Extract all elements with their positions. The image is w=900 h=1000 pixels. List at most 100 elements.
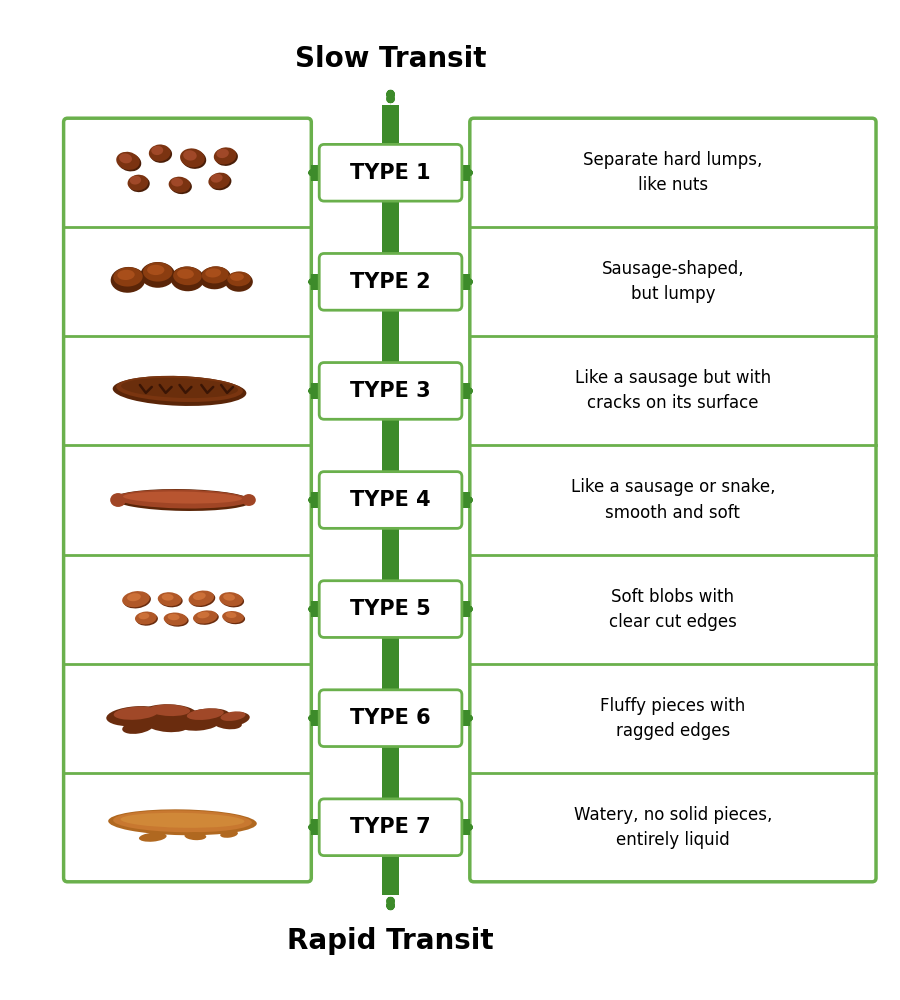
Ellipse shape — [222, 611, 244, 623]
Ellipse shape — [113, 810, 252, 832]
Bar — [462, 165, 470, 181]
Bar — [382, 882, 400, 895]
FancyBboxPatch shape — [320, 363, 462, 419]
Ellipse shape — [129, 176, 149, 192]
Ellipse shape — [223, 594, 235, 601]
Ellipse shape — [127, 593, 140, 601]
Text: TYPE 1: TYPE 1 — [350, 163, 431, 183]
Ellipse shape — [189, 591, 214, 606]
Ellipse shape — [122, 720, 154, 734]
Ellipse shape — [242, 494, 256, 506]
Ellipse shape — [187, 708, 224, 720]
Ellipse shape — [119, 153, 132, 163]
Bar — [382, 118, 400, 882]
Ellipse shape — [122, 378, 238, 398]
Ellipse shape — [227, 271, 251, 286]
Text: TYPE 2: TYPE 2 — [350, 272, 431, 292]
Ellipse shape — [143, 262, 173, 282]
Ellipse shape — [116, 376, 243, 402]
Ellipse shape — [211, 174, 222, 183]
Bar — [462, 492, 470, 508]
Ellipse shape — [200, 266, 231, 289]
Text: Soft blobs with
clear cut edges: Soft blobs with clear cut edges — [609, 588, 737, 631]
Ellipse shape — [190, 592, 215, 607]
Ellipse shape — [130, 176, 141, 185]
Bar — [311, 165, 320, 181]
FancyBboxPatch shape — [64, 118, 311, 882]
Ellipse shape — [216, 712, 249, 726]
Ellipse shape — [215, 149, 238, 166]
Ellipse shape — [149, 704, 190, 716]
Ellipse shape — [226, 612, 237, 618]
Bar — [462, 819, 470, 835]
Ellipse shape — [220, 592, 243, 606]
Ellipse shape — [162, 594, 174, 601]
Bar — [311, 383, 320, 399]
Text: Slow Transit: Slow Transit — [295, 45, 486, 73]
Text: Sausage-shaped,
but lumpy: Sausage-shaped, but lumpy — [601, 260, 744, 303]
FancyBboxPatch shape — [320, 690, 462, 747]
Ellipse shape — [220, 711, 246, 721]
Ellipse shape — [122, 591, 149, 607]
Ellipse shape — [106, 706, 166, 726]
FancyBboxPatch shape — [320, 144, 462, 201]
Ellipse shape — [150, 146, 172, 163]
Ellipse shape — [170, 178, 192, 194]
Ellipse shape — [159, 593, 183, 607]
Bar — [462, 710, 470, 726]
Text: Fluffy pieces with
ragged edges: Fluffy pieces with ragged edges — [600, 697, 745, 740]
Text: TYPE 6: TYPE 6 — [350, 708, 431, 728]
Bar — [311, 492, 320, 508]
Ellipse shape — [197, 612, 210, 618]
FancyBboxPatch shape — [320, 472, 462, 528]
Ellipse shape — [110, 493, 126, 507]
Ellipse shape — [220, 593, 244, 607]
Bar — [462, 274, 470, 290]
Ellipse shape — [182, 150, 206, 169]
Bar — [462, 383, 470, 399]
Ellipse shape — [113, 489, 252, 511]
Ellipse shape — [142, 704, 197, 722]
Ellipse shape — [202, 266, 229, 283]
Ellipse shape — [165, 614, 189, 627]
Ellipse shape — [113, 267, 143, 287]
Text: Watery, no solid pieces,
entirely liquid: Watery, no solid pieces, entirely liquid — [573, 806, 772, 849]
Ellipse shape — [139, 833, 166, 842]
Ellipse shape — [112, 376, 247, 406]
Bar — [311, 819, 320, 835]
Text: Like a sausage but with
cracks on its surface: Like a sausage but with cracks on its su… — [575, 369, 771, 412]
Ellipse shape — [123, 592, 151, 608]
Ellipse shape — [158, 592, 182, 606]
Bar — [311, 274, 320, 290]
Ellipse shape — [117, 270, 135, 280]
Bar — [382, 105, 400, 118]
Text: TYPE 3: TYPE 3 — [350, 381, 431, 401]
Ellipse shape — [193, 592, 206, 600]
Text: Rapid Transit: Rapid Transit — [287, 927, 494, 955]
Ellipse shape — [205, 268, 221, 277]
Ellipse shape — [223, 612, 245, 624]
Ellipse shape — [121, 813, 245, 828]
Ellipse shape — [171, 178, 183, 187]
Ellipse shape — [136, 613, 158, 626]
Ellipse shape — [167, 614, 179, 620]
Ellipse shape — [181, 708, 230, 726]
Ellipse shape — [194, 612, 219, 625]
Ellipse shape — [139, 613, 149, 619]
FancyBboxPatch shape — [470, 118, 876, 882]
Ellipse shape — [216, 149, 229, 158]
Text: TYPE 7: TYPE 7 — [350, 817, 431, 837]
Ellipse shape — [164, 613, 187, 625]
Ellipse shape — [177, 269, 194, 279]
Ellipse shape — [147, 718, 188, 732]
Ellipse shape — [113, 707, 158, 720]
Ellipse shape — [123, 491, 242, 504]
Ellipse shape — [140, 262, 176, 288]
Text: Separate hard lumps,
like nuts: Separate hard lumps, like nuts — [583, 151, 762, 194]
Ellipse shape — [209, 173, 230, 189]
Bar — [462, 601, 470, 617]
Ellipse shape — [135, 612, 157, 624]
Ellipse shape — [168, 177, 191, 193]
Ellipse shape — [116, 152, 140, 170]
FancyBboxPatch shape — [320, 581, 462, 637]
